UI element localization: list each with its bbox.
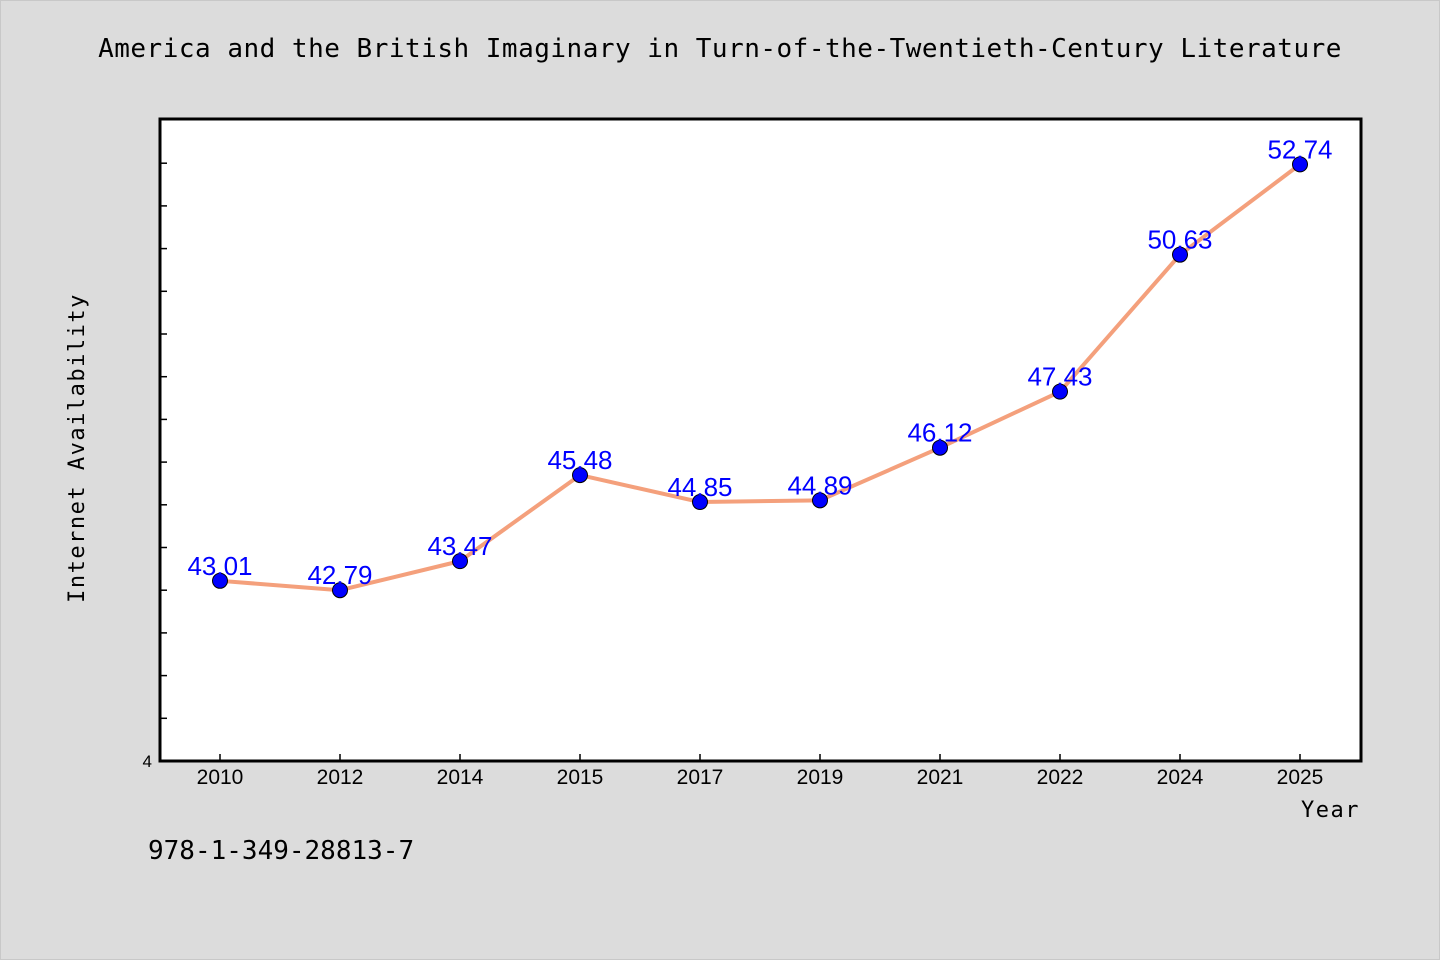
data-point xyxy=(452,553,468,570)
y-tick-label: 4 xyxy=(143,752,152,771)
data-point xyxy=(932,439,948,456)
data-label: 50.63 xyxy=(1147,225,1212,255)
data-point xyxy=(1052,383,1068,400)
data-point xyxy=(212,572,228,589)
y-axis-title: Internet Availability xyxy=(65,293,90,603)
data-point xyxy=(812,492,828,509)
data-label: 45.48 xyxy=(547,445,612,475)
data-label: 52.74 xyxy=(1267,134,1332,164)
data-point xyxy=(572,467,588,484)
series-line xyxy=(219,162,1302,593)
data-label: 42.79 xyxy=(307,560,372,590)
x-tick-label: 2010 xyxy=(197,766,244,789)
x-axis-ticks: 2010 2012 2014 2015 2017 2019 2021 2022 2024 2025 xyxy=(197,754,1324,789)
data-point xyxy=(1292,156,1308,173)
data-label: 43.47 xyxy=(427,531,492,561)
plot-area xyxy=(158,117,1363,763)
data-label: 44.89 xyxy=(787,470,852,500)
x-tick-label: 2012 xyxy=(317,766,364,789)
data-label: 44.85 xyxy=(667,472,732,502)
data-point xyxy=(332,582,348,599)
x-tick-label: 2019 xyxy=(797,766,844,789)
data-label: 47.43 xyxy=(1027,362,1092,392)
x-tick-label: 2024 xyxy=(1157,766,1204,789)
x-tick-label: 2014 xyxy=(437,766,484,789)
chart-title: America and the British Imaginary in Tur… xyxy=(98,34,1342,64)
data-label: 46.12 xyxy=(907,418,972,448)
x-tick-label: 2021 xyxy=(917,766,964,789)
isbn-label: 978-1-349-28813-7 xyxy=(148,836,415,866)
x-tick-label: 2025 xyxy=(1277,766,1324,789)
x-axis-title: Year xyxy=(1301,798,1360,823)
x-tick-label: 2017 xyxy=(677,766,724,789)
y-axis-ticks xyxy=(160,162,167,720)
series-group: 43.01 42.79 43.47 45.48 44.85 44.89 46.12 47.43… xyxy=(187,134,1333,599)
data-point xyxy=(692,494,708,511)
data-label: 43.01 xyxy=(187,551,252,581)
x-tick-label: 2015 xyxy=(557,766,604,789)
x-tick-label: 2022 xyxy=(1037,766,1084,789)
data-point xyxy=(1172,246,1188,263)
